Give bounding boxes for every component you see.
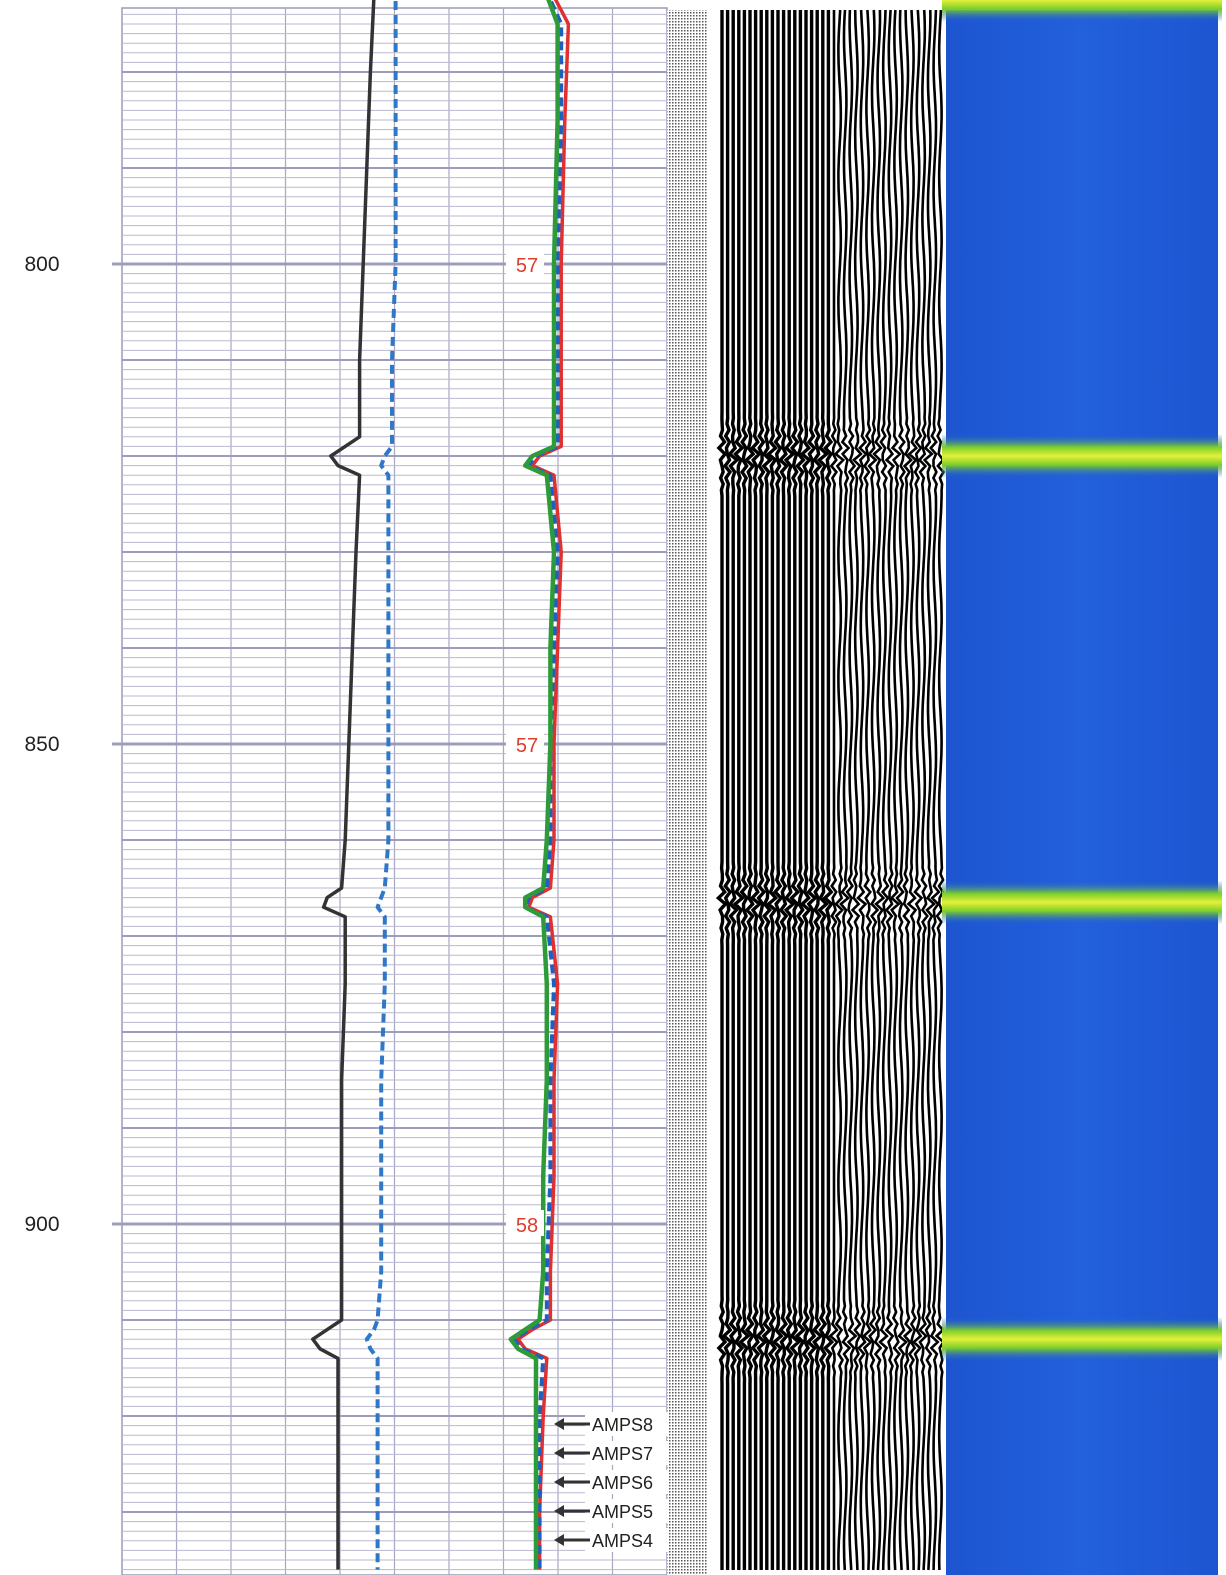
vdl-trace [856, 9, 868, 1570]
vdl-trace [727, 10, 740, 1570]
amp-labels: AMPS8 AMPS7 AMPS6 AMPS5 AMPS4 [554, 1412, 669, 1552]
collar-label-bg [506, 250, 544, 276]
amp-pointer-head [554, 1476, 564, 1488]
amp-label-bg [585, 1441, 669, 1465]
vdl-trace [805, 10, 818, 1570]
collar-labels: 57 57 58 [506, 250, 544, 1237]
amp-pointer-head [554, 1534, 564, 1546]
curve-series-3 [516, 0, 571, 1570]
curve-series-5 [508, 0, 560, 1570]
vdl-trace [771, 10, 784, 1570]
vdl-trace [816, 10, 830, 1570]
vdl-trace [895, 9, 909, 1571]
vdl-trace [732, 10, 745, 1570]
bond-map-collar-band [942, 880, 1222, 925]
vdl-trace [828, 10, 840, 1570]
vdl-trace [721, 10, 734, 1570]
vdl-trace [794, 10, 806, 1570]
depth-label: 900 [24, 1213, 59, 1236]
amp-pointer-head [554, 1418, 564, 1430]
vdl-trace [789, 10, 802, 1570]
amp-label: AMPS4 [592, 1531, 653, 1551]
amp-label-bg [585, 1412, 669, 1436]
amp-pointer-head [554, 1505, 564, 1517]
vdl-trace [822, 10, 835, 1570]
bond-map-collar-band [942, 434, 1222, 478]
vdl-trace [715, 10, 728, 1570]
vdl-trace [889, 9, 902, 1571]
bond-map-collar-band [942, 0, 1222, 22]
curve-series-1 [311, 0, 376, 1570]
collar-number: 58 [516, 1215, 538, 1237]
vdl-trace [922, 9, 936, 1571]
collar-number: 57 [516, 255, 538, 277]
bond-map-collar-band [942, 1317, 1222, 1362]
collar-label-bg [506, 730, 544, 756]
vdl-trace [902, 9, 913, 1571]
depth-axis: 800 850 900 [24, 253, 59, 1236]
amp-label: AMPS6 [592, 1473, 653, 1493]
bond-map-track [942, 0, 1222, 1575]
vdl-trace [743, 10, 756, 1570]
vdl-trace [906, 9, 919, 1570]
bond-map-background [946, 10, 1218, 1575]
collar-number: 57 [516, 735, 538, 757]
amp-label-bg [585, 1528, 669, 1552]
depth-label: 800 [24, 253, 59, 276]
vdl-waveform-track [707, 9, 946, 1575]
vdl-trace [778, 10, 790, 1570]
amp-label: AMPS8 [592, 1415, 653, 1435]
curve-series-2 [364, 0, 398, 1570]
vdl-trace [878, 9, 890, 1571]
vdl-trace [783, 10, 796, 1570]
vdl-trace [761, 10, 773, 1570]
amplitude-dot-track [667, 10, 707, 1575]
vdl-trace [811, 10, 824, 1570]
vdl-trace [799, 10, 812, 1570]
vdl-trace [911, 9, 924, 1571]
vdl-trace [839, 9, 852, 1571]
collar-label-bg [506, 1210, 544, 1236]
vdl-trace [872, 9, 886, 1571]
vdl-trace [934, 9, 946, 1571]
vdl-trace [884, 9, 896, 1571]
vdl-trace [738, 10, 751, 1570]
amp-label-bg [585, 1470, 669, 1494]
vdl-trace [929, 9, 941, 1571]
vdl-trace [845, 9, 858, 1571]
log-curves [311, 0, 571, 1570]
amp-pointer-head [554, 1447, 564, 1459]
vdl-trace [861, 9, 873, 1571]
amp-label-bg [585, 1499, 669, 1523]
vdl-trace [917, 9, 929, 1571]
vdl-trace [833, 9, 846, 1571]
vdl-trace [766, 10, 779, 1570]
depth-label: 850 [24, 733, 59, 756]
log-grid [112, 7, 668, 1575]
amp-label: AMPS7 [592, 1444, 653, 1464]
vdl-trace [850, 9, 863, 1571]
vdl-trace [867, 9, 880, 1571]
vdl-trace [749, 10, 762, 1570]
vdl-trace [755, 10, 768, 1570]
amp-label: AMPS5 [592, 1502, 653, 1522]
